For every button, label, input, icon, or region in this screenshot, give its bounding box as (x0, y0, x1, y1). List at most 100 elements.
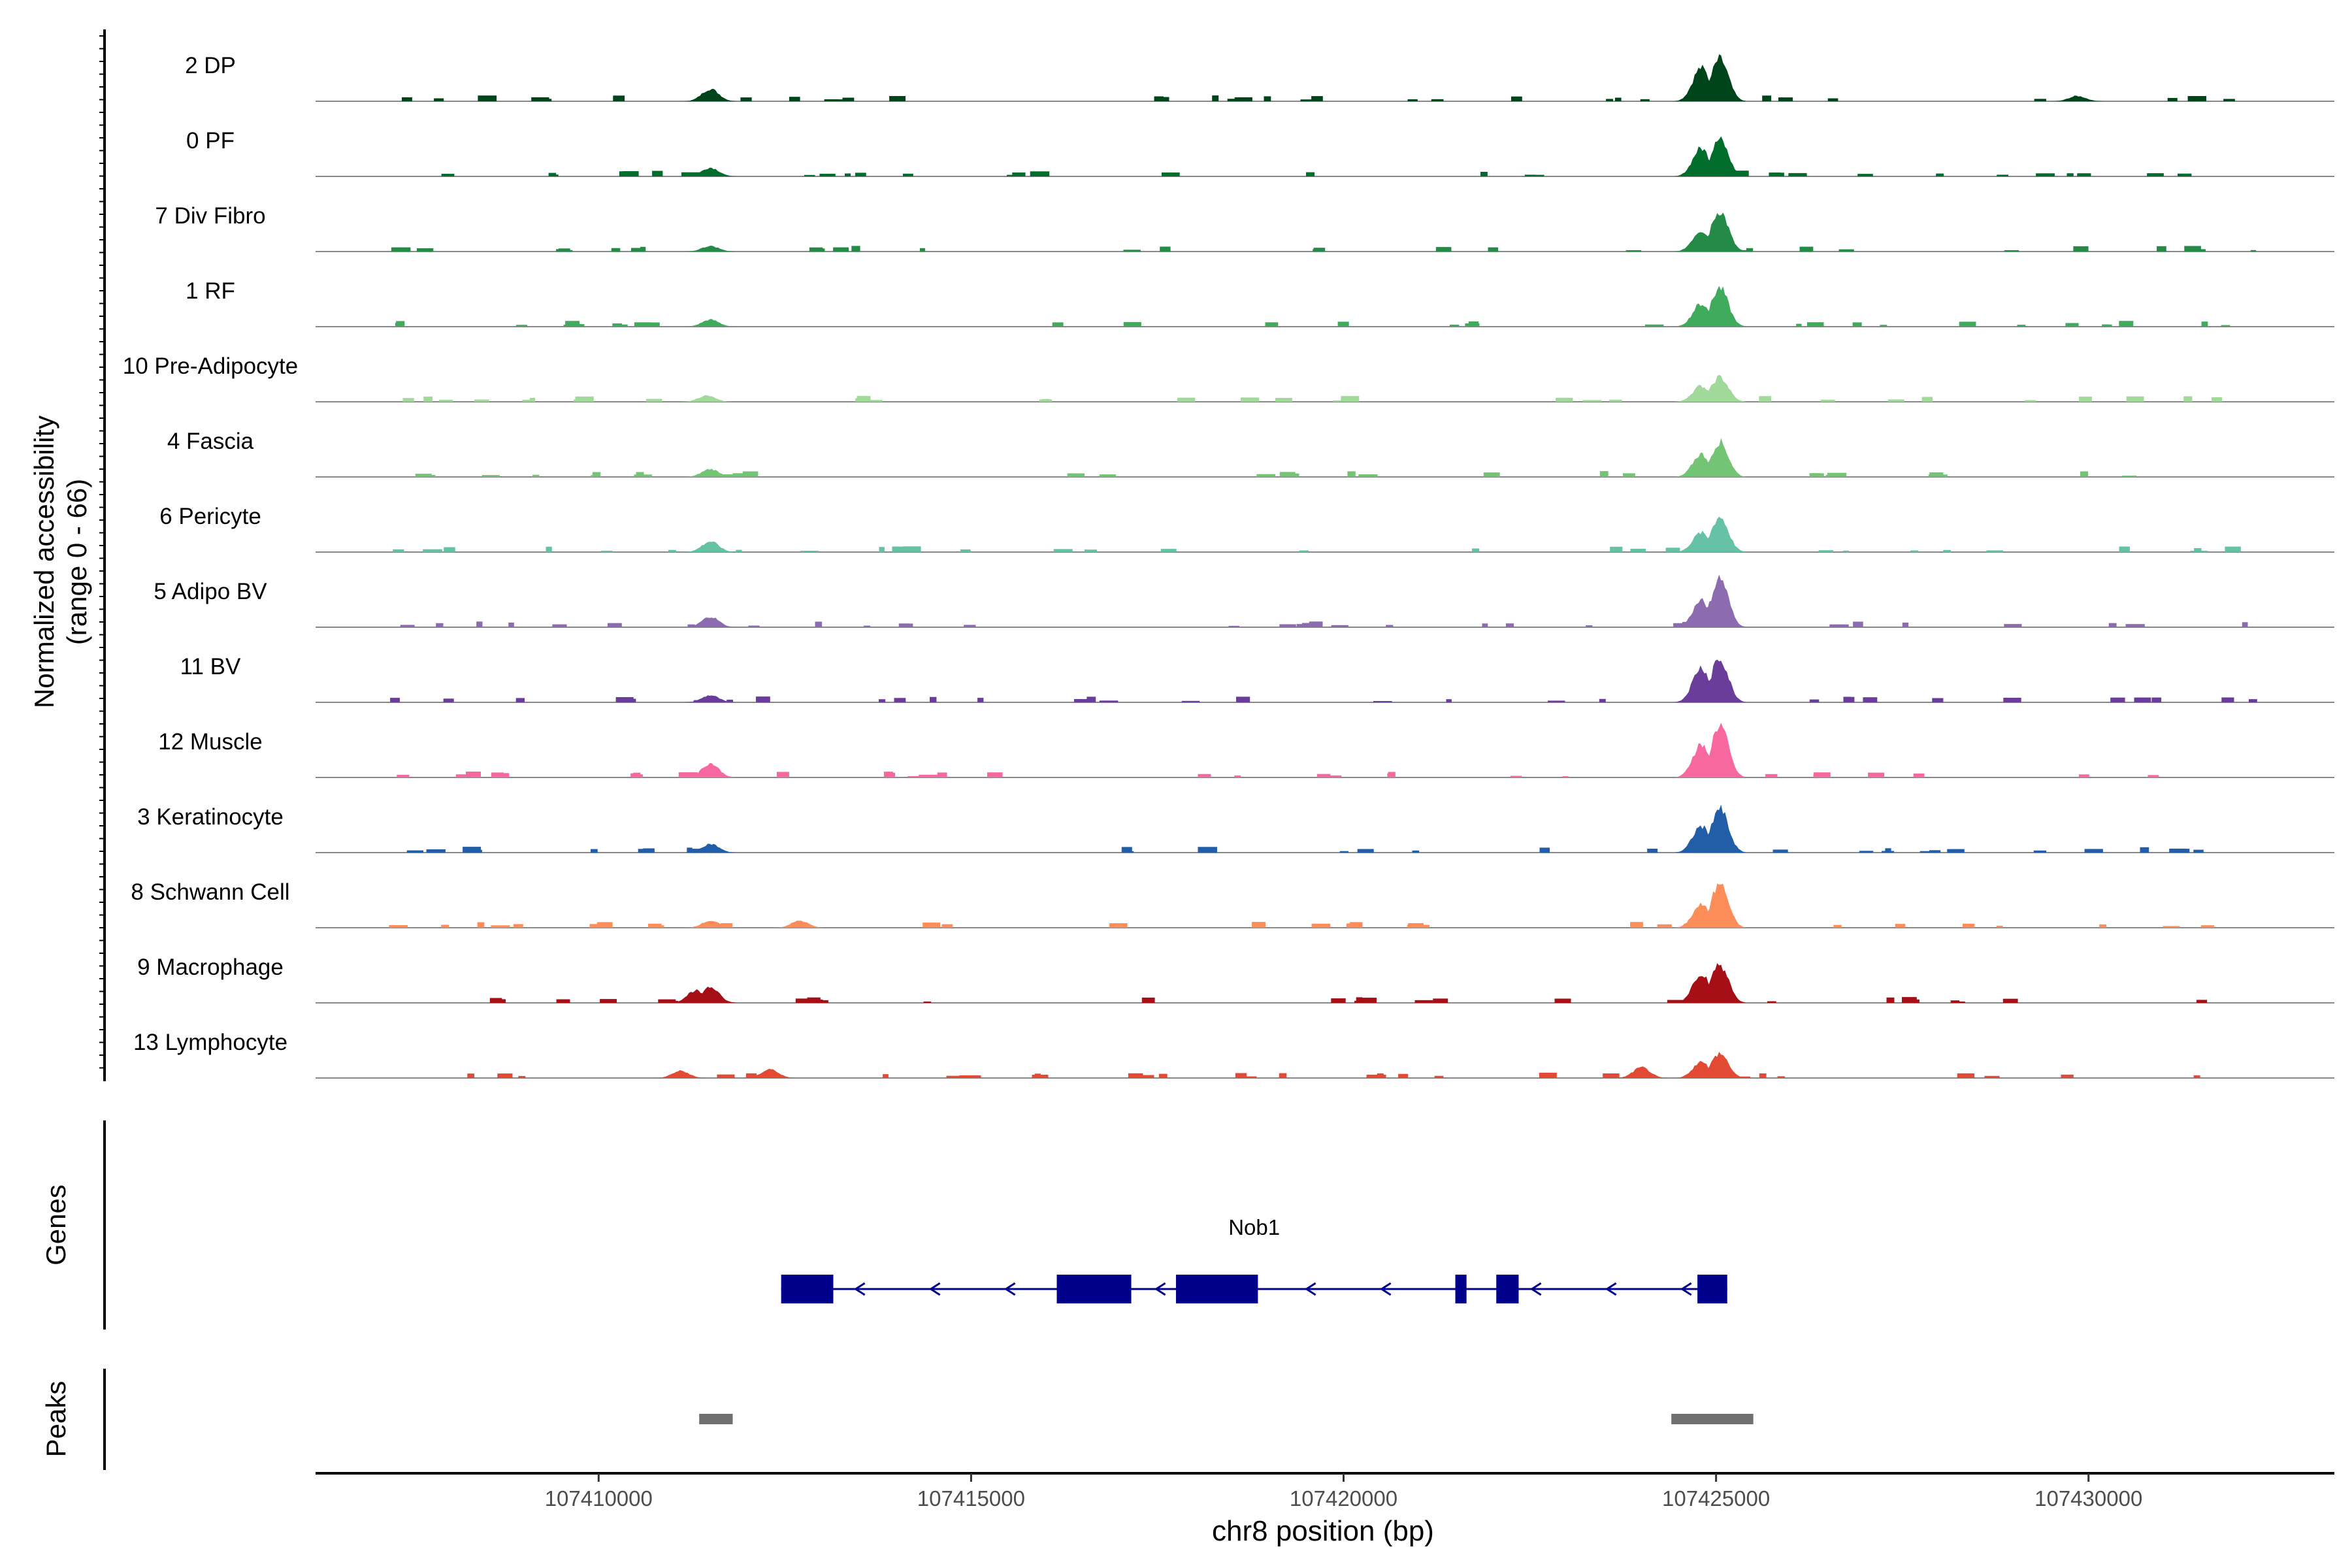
coverage-peak (684, 468, 737, 477)
coverage-noise (1243, 1076, 1257, 1078)
coverage-noise (441, 924, 449, 928)
strand-chevron (928, 1282, 941, 1296)
genes-track: Nob1 (103, 1120, 1727, 1330)
track-8-schwann-cell: 8 Schwann Cell (131, 879, 2334, 928)
coverage-noise (1316, 774, 1331, 777)
coverage-noise (1809, 699, 1820, 702)
coverage-noise (1227, 99, 1239, 101)
coverage-noise (455, 774, 472, 777)
track-label: 9 Macrophage (137, 955, 284, 980)
coverage-noise (390, 698, 400, 702)
coverage-noise (1311, 923, 1331, 928)
coverage-noise (393, 549, 404, 552)
track-label: 2 DP (185, 53, 236, 78)
coverage-noise (1735, 171, 1749, 176)
coverage-noise (659, 1001, 678, 1003)
coverage-noise (930, 696, 937, 702)
coverage-noise (560, 250, 573, 252)
coverage-noise (1959, 1001, 1965, 1003)
coverage-peak (1693, 963, 1746, 1003)
coverage-noise (463, 847, 482, 853)
coverage-noise (1921, 397, 1933, 402)
coverage-noise (1228, 625, 1239, 627)
coverage-noise (1256, 474, 1276, 477)
y-axis-label: Normalized accessibility (29, 416, 59, 708)
gene-exon (781, 1275, 834, 1303)
coverage-noise (402, 398, 414, 402)
track-10-pre-adipocyte: 10 Pre-Adipocyte (123, 353, 2334, 402)
coverage-noise (575, 396, 594, 402)
coverage-peak (1693, 883, 1746, 928)
coverage-noise (645, 399, 662, 402)
coverage-noise (1052, 322, 1064, 327)
track-7-div-fibro: 7 Div Fibro (155, 203, 2334, 252)
gene-exon (1496, 1275, 1519, 1303)
coverage-noise (400, 625, 415, 627)
coverage-noise (1919, 851, 1940, 853)
coverage-noise (923, 1001, 932, 1003)
coverage-noise (1177, 397, 1196, 402)
coverage-noise (863, 625, 871, 627)
coverage-noise (923, 923, 940, 928)
coverage-noise (736, 549, 742, 552)
coverage-noise (397, 774, 410, 777)
coverage-noise (1812, 473, 1824, 477)
coverage-noise (977, 698, 984, 702)
coverage-noise (529, 398, 535, 402)
coverage-noise (532, 474, 540, 477)
coverage-noise (1880, 325, 1887, 327)
coverage-noise (1857, 174, 1873, 176)
coverage-noise (2125, 624, 2145, 627)
coverage-noise (1086, 696, 1096, 702)
coverage-noise (1275, 398, 1292, 402)
coverage-noise (444, 547, 455, 552)
coverage-peak (684, 167, 737, 176)
coverage-noise (1647, 849, 1658, 853)
coverage-noise (1614, 97, 1622, 101)
track-6-pericyte: 6 Pericyte (159, 504, 2334, 553)
track-label: 3 Keratinocyte (137, 804, 284, 830)
coverage-noise (1311, 96, 1323, 101)
coverage-noise (634, 774, 643, 777)
coverage-noise (1264, 96, 1271, 101)
x-tick-label: 107410000 (545, 1486, 653, 1511)
coverage-noise (2061, 1074, 2074, 1078)
coverage-noise (901, 623, 913, 627)
track-11-bv: 11 BV (180, 654, 2334, 703)
coverage-noise (727, 699, 733, 702)
coverage-noise (2119, 546, 2130, 552)
strand-chevron (1154, 1282, 1166, 1296)
coverage-noise (532, 99, 552, 101)
coverage-noise (717, 1074, 735, 1078)
coverage-noise (1162, 172, 1180, 176)
coverage-noise (613, 95, 625, 101)
coverage-noise (879, 547, 885, 552)
track-label: 6 Pericyte (159, 504, 261, 529)
coverage-noise (636, 472, 644, 477)
coverage-noise (1358, 474, 1378, 477)
coverage-noise (732, 473, 751, 477)
coverage-noise (1762, 95, 1772, 101)
coverage-noise (1767, 1001, 1776, 1003)
coverage-noise (1827, 472, 1847, 477)
coverage-noise (2221, 697, 2234, 702)
track-label: 13 Lymphocyte (133, 1030, 287, 1055)
coverage-noise (1625, 250, 1642, 252)
coverage-noise (1524, 174, 1536, 176)
coverage-noise (1997, 174, 2008, 176)
coverage-noise (423, 397, 433, 402)
coverage-noise (1778, 97, 1793, 101)
coverage-noise (489, 998, 502, 1003)
coverage-noise (1030, 171, 1050, 176)
peak-region (699, 1414, 733, 1424)
coverage-noise (1630, 922, 1643, 928)
coverage-noise (415, 474, 432, 477)
coverage-noise (2147, 173, 2164, 176)
coverage-peak (1693, 286, 1746, 327)
coverage-noise (842, 97, 855, 101)
coverage-noise (1895, 924, 1906, 928)
coverage-noise (1814, 772, 1831, 777)
coverage-noise (443, 698, 454, 702)
peaks-track-label: Peaks (41, 1381, 71, 1458)
